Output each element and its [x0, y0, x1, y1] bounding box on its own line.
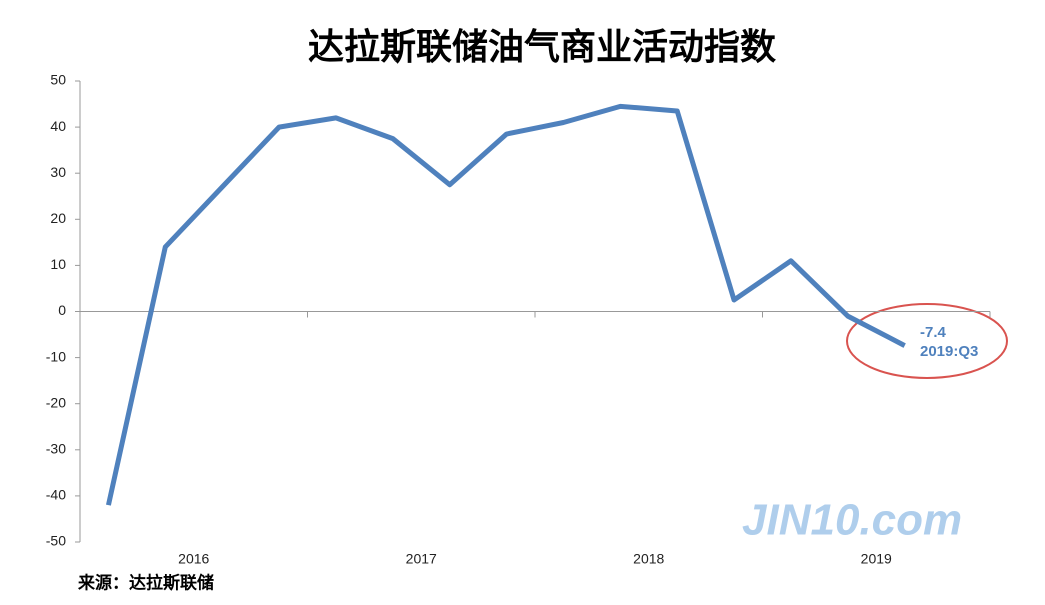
y-tick-label: 50 — [50, 72, 66, 88]
x-tick-label: 2019 — [861, 551, 892, 567]
y-tick-label: -30 — [46, 441, 66, 457]
chart-title: 达拉斯联储油气商业活动指数 — [308, 26, 776, 68]
y-tick-label: -20 — [46, 394, 66, 410]
y-tick-label: 0 — [58, 302, 66, 318]
y-tick-label: -50 — [46, 533, 66, 549]
annotation: 2019:Q3 — [920, 343, 978, 360]
x-tick-label: 2016 — [178, 551, 209, 567]
y-tick-label: -10 — [46, 348, 66, 364]
highlight-ellipse — [846, 303, 1008, 379]
y-tick-label: 10 — [50, 256, 66, 272]
x-tick-label: 2017 — [406, 551, 437, 567]
source: 来源：达拉斯联储 — [77, 573, 214, 594]
line — [105, 103, 906, 506]
y-tick-label: 30 — [50, 164, 66, 180]
value-label: -7.4 — [920, 324, 947, 341]
watermark: JIN10.com — [742, 496, 962, 545]
x-tick-label: 2018 — [633, 551, 664, 567]
y-tick-label: 20 — [50, 210, 66, 226]
y-tick-label: 40 — [50, 118, 66, 134]
y-tick-label: -40 — [46, 487, 66, 503]
